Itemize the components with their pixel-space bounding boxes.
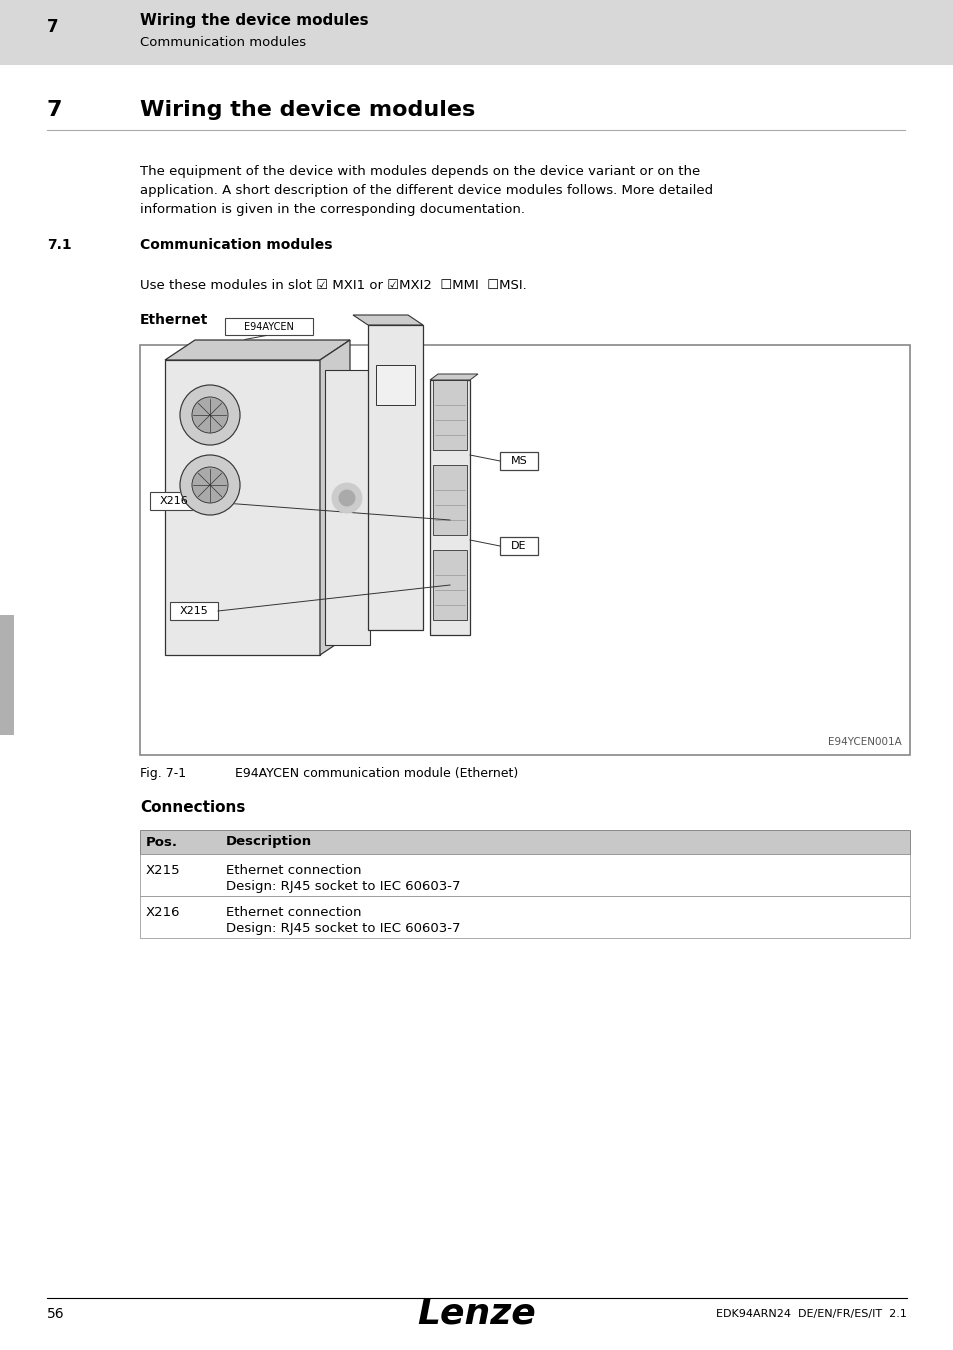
Text: EDK94ARN24  DE/EN/FR/ES/IT  2.1: EDK94ARN24 DE/EN/FR/ES/IT 2.1 — [716, 1310, 906, 1319]
Bar — [170, 602, 218, 620]
Bar — [430, 379, 470, 634]
Polygon shape — [353, 315, 422, 325]
Text: E94YCEN001A: E94YCEN001A — [827, 737, 901, 747]
Text: Wiring the device modules: Wiring the device modules — [140, 14, 368, 28]
Text: 7: 7 — [47, 18, 58, 36]
Text: Ethernet: Ethernet — [140, 313, 208, 327]
Text: Lenze: Lenze — [417, 1297, 536, 1331]
Text: X216: X216 — [159, 495, 188, 506]
Text: Description: Description — [226, 836, 312, 849]
Polygon shape — [165, 360, 319, 655]
Text: Communication modules: Communication modules — [140, 35, 306, 49]
Text: MS: MS — [510, 456, 527, 466]
Text: X215: X215 — [146, 864, 180, 878]
Text: 7.1: 7.1 — [47, 238, 71, 252]
Text: Ethernet connection: Ethernet connection — [226, 864, 361, 878]
Bar — [0, 0, 953, 65]
Text: Connections: Connections — [140, 799, 245, 814]
Bar — [140, 896, 909, 938]
Bar — [368, 325, 422, 630]
Bar — [433, 549, 467, 620]
Bar — [140, 855, 909, 896]
Bar — [433, 464, 467, 535]
Polygon shape — [319, 340, 350, 655]
Text: E94AYCEN: E94AYCEN — [244, 323, 294, 332]
Text: Use these modules in slot ☑ MXI1 or ☑MXI2  ☐MMI  ☐MSI.: Use these modules in slot ☑ MXI1 or ☑MXI… — [140, 278, 526, 292]
Text: DE: DE — [511, 541, 526, 551]
Circle shape — [192, 467, 228, 504]
Bar — [433, 379, 467, 450]
Bar — [225, 319, 313, 335]
Text: Pos.: Pos. — [146, 836, 178, 849]
Text: X216: X216 — [146, 906, 180, 919]
Text: Design: RJ45 socket to IEC 60603-7: Design: RJ45 socket to IEC 60603-7 — [226, 880, 460, 892]
Bar — [150, 491, 198, 510]
Text: X215: X215 — [179, 606, 208, 616]
Text: The equipment of the device with modules depends on the device variant or on the: The equipment of the device with modules… — [140, 165, 700, 178]
Polygon shape — [430, 374, 477, 379]
Circle shape — [332, 483, 361, 513]
Bar — [140, 346, 909, 755]
Circle shape — [180, 385, 240, 446]
Bar — [499, 452, 537, 470]
Polygon shape — [165, 340, 350, 360]
Bar — [375, 364, 415, 405]
Text: Design: RJ45 socket to IEC 60603-7: Design: RJ45 socket to IEC 60603-7 — [226, 922, 460, 936]
Text: application. A short description of the different device modules follows. More d: application. A short description of the … — [140, 184, 713, 197]
Text: Wiring the device modules: Wiring the device modules — [140, 100, 475, 120]
Bar — [140, 830, 909, 855]
Text: 56: 56 — [47, 1307, 65, 1322]
Text: 7: 7 — [47, 100, 63, 120]
Text: E94AYCEN communication module (Ethernet): E94AYCEN communication module (Ethernet) — [234, 768, 517, 780]
Circle shape — [192, 397, 228, 433]
Bar — [325, 370, 370, 645]
Text: Ethernet connection: Ethernet connection — [226, 906, 361, 919]
Circle shape — [180, 455, 240, 514]
Text: Communication modules: Communication modules — [140, 238, 333, 252]
Circle shape — [338, 490, 355, 506]
Bar — [499, 537, 537, 555]
Bar — [0, 616, 14, 734]
Text: information is given in the corresponding documentation.: information is given in the correspondin… — [140, 202, 524, 216]
Text: Fig. 7-1: Fig. 7-1 — [140, 768, 186, 780]
